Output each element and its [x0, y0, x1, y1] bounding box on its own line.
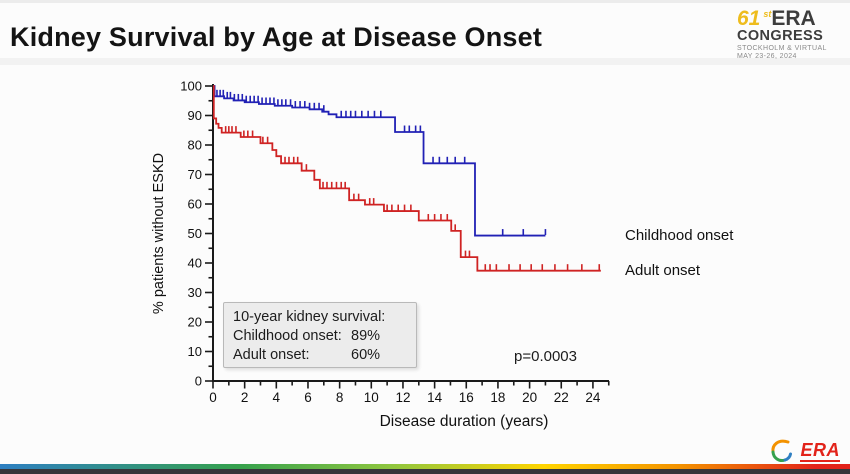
top-edge-strip	[0, 0, 850, 3]
y-tick-label: 30	[188, 285, 202, 300]
survival-annotation-box: 10-year kidney survival: Childhood onset…	[223, 302, 417, 368]
annotation-childhood-value: 89%	[351, 328, 381, 344]
annotation-adult-value: 60%	[351, 347, 381, 363]
x-tick-label: 0	[209, 390, 217, 405]
footer-gradient-bar	[0, 464, 850, 469]
legend-childhood-onset: Childhood onset	[625, 227, 734, 244]
p-value-label: p=0.0003	[514, 348, 577, 365]
x-tick-label: 6	[304, 390, 312, 405]
annotation-title: 10-year kidney survival:	[233, 309, 386, 325]
congress-location: STOCKHOLM & VIRTUAL	[737, 45, 827, 53]
congress-logo: 61 stERA CONGRESS STOCKHOLM & VIRTUAL MAY…	[737, 8, 842, 61]
title-divider-band	[0, 58, 850, 65]
congress-number-suffix: st	[763, 9, 772, 19]
congress-logo-line1: 61 stERA	[737, 8, 842, 29]
y-tick-label: 0	[195, 374, 202, 389]
footer-dark-strip	[0, 469, 850, 474]
congress-word: CONGRESS	[737, 28, 824, 45]
congress-org: ERA	[771, 7, 816, 30]
annotation-row-childhood: Childhood onset: 89%	[233, 327, 407, 346]
legend-adult-onset: Adult onset	[625, 262, 701, 279]
era-swoosh-icon	[771, 439, 792, 462]
x-tick-label: 12	[395, 390, 410, 405]
x-tick-label: 24	[585, 390, 601, 405]
y-tick-label: 60	[188, 197, 202, 212]
series-line-adult-onset	[212, 85, 601, 272]
y-tick-label: 80	[188, 138, 202, 153]
page-title: Kidney Survival by Age at Disease Onset	[10, 22, 543, 52]
x-tick-label: 14	[427, 390, 443, 405]
y-tick-label: 40	[188, 256, 202, 271]
annotation-row-adult: Adult onset: 60%	[233, 346, 407, 365]
x-tick-label: 22	[554, 390, 569, 405]
x-tick-label: 10	[364, 390, 379, 405]
x-axis-label: Disease duration (years)	[380, 413, 549, 430]
x-tick-label: 18	[490, 390, 505, 405]
y-tick-label: 10	[188, 344, 202, 359]
y-tick-label: 90	[188, 108, 202, 123]
y-tick-label: 20	[188, 315, 202, 330]
annotation-childhood-label: Childhood onset:	[233, 328, 342, 344]
x-tick-label: 16	[459, 390, 474, 405]
x-tick-label: 2	[241, 390, 249, 405]
series-line-childhood-onset	[213, 85, 546, 237]
x-tick-label: 20	[522, 390, 537, 405]
annotation-adult-label: Adult onset:	[233, 347, 310, 363]
era-footer-logo: ERA	[768, 437, 840, 465]
y-tick-label: 100	[180, 79, 202, 94]
y-tick-label: 70	[188, 167, 202, 182]
y-axis-label: % patients without ESKD	[151, 153, 167, 314]
y-tick-label: 50	[188, 226, 202, 241]
x-tick-label: 4	[273, 390, 281, 405]
x-tick-label: 8	[336, 390, 344, 405]
congress-number: 61	[737, 7, 761, 30]
era-footer-text: ERA	[800, 440, 840, 462]
congress-dates: MAY 23-26, 2024	[737, 53, 797, 61]
